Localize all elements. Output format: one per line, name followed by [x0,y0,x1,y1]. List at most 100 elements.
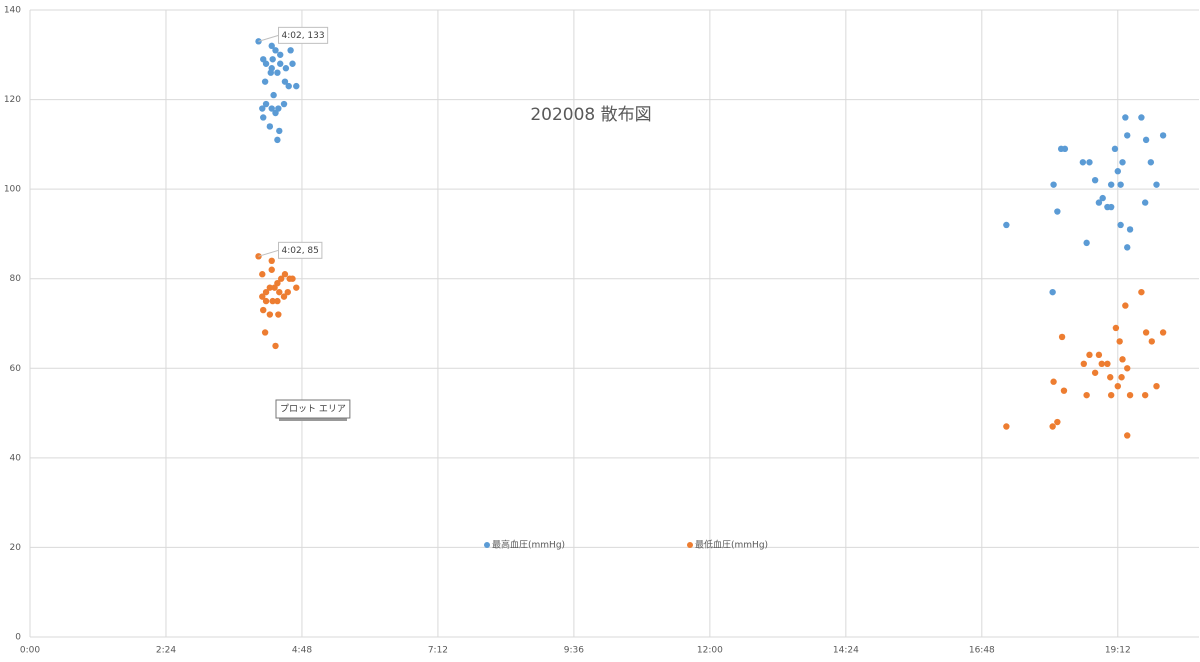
y-tick-label: 120 [4,95,21,105]
callout-box [278,241,323,259]
point [289,60,296,67]
legend-label: 最低血圧(mmHg) [695,539,768,551]
tooltip: プロット エリア [280,404,346,415]
point [1153,181,1160,188]
point [1080,360,1087,368]
point [276,288,283,296]
point [1054,418,1061,426]
point [268,105,275,112]
point [1079,159,1087,166]
point [1107,391,1115,399]
point [261,329,269,336]
legend-label: 最高血圧(mmHg) [492,539,565,551]
point [1050,181,1057,188]
point [1122,114,1129,121]
point [1138,288,1145,296]
point [1126,226,1134,233]
callout-box [278,26,329,44]
x-tick-label: 2:24 [156,646,176,656]
point [1116,338,1123,345]
x-tick-label: 0:00 [20,646,40,656]
point [293,82,300,90]
point [1138,114,1145,121]
point [259,105,266,112]
chart-title: 202008 散布図 [530,105,651,125]
point [1050,378,1057,385]
y-tick-label: 60 [10,364,22,374]
y-tick-label: 0 [15,633,21,643]
point [272,47,279,54]
point [1124,365,1131,372]
point [282,65,290,72]
point [271,284,278,291]
point [1141,391,1149,399]
point [1118,374,1125,381]
point [1003,423,1010,430]
point [261,78,269,85]
point [1119,356,1126,363]
point [1098,360,1105,368]
point [275,311,282,318]
point [262,60,270,67]
point [1083,391,1090,399]
point [1083,239,1090,247]
point [276,127,283,135]
point [1159,132,1167,139]
point [285,82,292,90]
point [268,42,275,50]
grid [29,9,1199,638]
callout-leader [258,249,279,257]
point [277,51,284,58]
legend-marker [484,542,490,548]
point [1159,329,1167,336]
point [272,342,279,350]
point [280,293,288,300]
point [259,293,266,300]
point [1142,136,1150,144]
point [1058,333,1066,341]
point [1049,423,1056,430]
point [1107,374,1114,381]
series [255,253,1167,439]
point [268,257,275,264]
point [260,114,267,121]
point [293,284,300,291]
x-tick-label: 7:12 [428,646,448,656]
point [1111,145,1119,153]
point [269,297,276,305]
point [1122,302,1129,309]
point [274,69,281,76]
y-tick-label: 140 [4,6,21,16]
point [266,284,274,291]
point [270,91,277,99]
y-tick-label: 40 [10,453,22,463]
point [1060,387,1068,394]
point [284,288,291,296]
point [267,69,274,76]
point [277,60,284,67]
y-tick-label: 80 [10,274,22,284]
x-tick-label: 16:48 [969,646,995,656]
y-tick-label: 100 [4,185,21,195]
tooltip-box [275,399,351,419]
legend-marker [687,542,693,548]
point [274,297,281,305]
point [1003,221,1010,229]
point [1126,391,1134,399]
data-label: 4:02, 85 [282,246,319,256]
point [1107,181,1115,188]
point [1112,324,1120,332]
point [1091,369,1099,376]
x-tick-label: 4:48 [292,646,312,656]
point [262,288,270,296]
point [1114,383,1121,390]
point [1117,181,1124,188]
point [1148,338,1155,345]
point [1086,159,1093,166]
data-label: 4:02, 133 [282,31,325,41]
point [1104,360,1111,368]
x-tick-label: 14:24 [833,646,859,656]
point [1099,194,1106,202]
point [1117,221,1124,229]
point [268,266,275,273]
